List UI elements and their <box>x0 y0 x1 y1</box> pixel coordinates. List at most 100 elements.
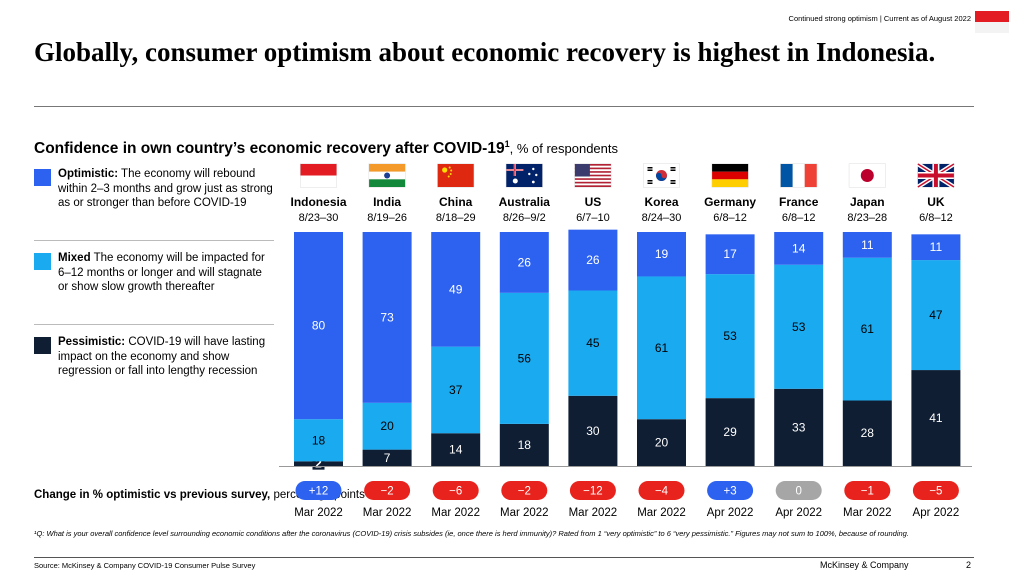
change-pill <box>707 481 754 500</box>
previous-survey-label: Mar 2022 <box>569 507 618 519</box>
data-label-mixed: 53 <box>792 320 806 334</box>
data-label-pessimistic: 20 <box>655 436 669 450</box>
legend-desc: COVID-19 will have lasting impact on the… <box>58 336 266 377</box>
legend-key: Pessimistic: <box>58 336 126 348</box>
page-title: Globally, consumer optimism about econom… <box>34 37 936 67</box>
previous-survey-label: Mar 2022 <box>843 507 892 519</box>
change-value: +3 <box>724 486 737 498</box>
bar-segment-mixed <box>294 419 343 462</box>
data-label-mixed: 53 <box>723 329 737 343</box>
legend-text-optimistic: Optimistic: The economy will rebound wit… <box>58 167 273 211</box>
bar-segment-mixed <box>911 260 961 371</box>
data-label-optimistic: 26 <box>518 255 532 269</box>
data-label-optimistic: 19 <box>655 247 669 261</box>
title-divider <box>34 106 974 107</box>
australia-flag-icon <box>505 163 543 188</box>
legend-swatch-pessimistic <box>34 337 51 354</box>
page-number: 2 <box>966 560 972 570</box>
data-label-pessimistic: 33 <box>792 420 806 434</box>
us-flag-icon <box>574 163 612 188</box>
previous-survey-label: Mar 2022 <box>363 507 412 519</box>
data-label-pessimistic: 18 <box>518 438 532 452</box>
legend-divider <box>34 324 274 325</box>
bar-segment-optimistic <box>842 232 892 258</box>
bar-segment-optimistic <box>911 234 961 261</box>
survey-date-label: 6/8–12 <box>713 212 747 224</box>
change-pill <box>364 481 411 500</box>
data-label-optimistic: 49 <box>449 282 463 296</box>
data-label-mixed: 18 <box>312 433 326 447</box>
x-axis-line <box>279 466 972 467</box>
survey-date-label: 8/23–28 <box>847 212 887 224</box>
change-pill <box>501 481 548 500</box>
survey-date-label: 8/19–26 <box>367 212 407 224</box>
korea-flag-icon <box>643 163 680 188</box>
bar-segment-mixed <box>499 292 549 424</box>
data-label-mixed: 37 <box>449 383 463 397</box>
category-label: US <box>585 195 602 209</box>
survey-date-label: 6/8–12 <box>782 212 816 224</box>
legend-mixed: Mixed The economy will be impacted for 6… <box>34 251 274 313</box>
category-label: Australia <box>499 195 551 209</box>
previous-survey-label: Apr 2022 <box>775 507 822 519</box>
category-label: Korea <box>644 195 678 209</box>
legend-text-pessimistic: Pessimistic: COVID-19 will have lasting … <box>58 335 273 379</box>
survey-date-label: 8/24–30 <box>642 212 682 224</box>
subtitle-unit: , % of respondents <box>509 141 618 157</box>
data-label-optimistic: 17 <box>723 247 737 261</box>
data-label-mixed: 47 <box>929 308 943 322</box>
survey-date-label: 8/23–30 <box>299 212 339 224</box>
data-label-optimistic: 80 <box>312 319 326 333</box>
bar-segment-pessimistic <box>842 400 892 466</box>
subtitle-main: Confidence in own country’s economic rec… <box>34 140 505 158</box>
survey-date-label: 8/18–29 <box>436 212 476 224</box>
bar-segment-optimistic <box>431 232 481 347</box>
data-label-pessimistic: 14 <box>449 443 463 457</box>
data-label-pessimistic: 30 <box>586 424 600 438</box>
change-value: −4 <box>655 486 669 498</box>
data-label-optimistic: 73 <box>380 310 394 324</box>
change-value: −6 <box>449 486 462 498</box>
indonesia-flag-icon <box>300 163 337 188</box>
footer-divider <box>34 557 974 558</box>
data-label-pessimistic: 28 <box>861 426 875 440</box>
india-flag-icon <box>368 163 406 188</box>
previous-survey-label: Mar 2022 <box>500 507 549 519</box>
bar-segment-pessimistic <box>637 419 686 466</box>
bar-segment-optimistic <box>294 232 343 420</box>
france-flag-icon <box>780 163 818 188</box>
category-label: UK <box>927 195 945 209</box>
data-label-pessimistic: 7 <box>384 451 391 465</box>
chart-subtitle: Confidence in own country’s economic rec… <box>34 139 618 158</box>
data-label-optimistic: 11 <box>930 240 943 254</box>
change-value: −12 <box>583 486 603 498</box>
data-label-mixed: 45 <box>586 336 600 350</box>
change-label-bold: Change in % optimistic vs previous surve… <box>34 489 271 501</box>
china-flag-icon <box>437 163 475 188</box>
change-pill <box>912 481 959 500</box>
legend-desc: The economy will rebound within 2–3 mont… <box>58 168 273 209</box>
legend-optimistic: Optimistic: The economy will rebound wit… <box>34 167 274 229</box>
data-label-pessimistic: 2 <box>315 457 322 471</box>
germany-flag-icon <box>711 163 749 188</box>
bar-segment-optimistic <box>637 232 686 277</box>
legend-swatch-optimistic <box>34 169 51 186</box>
bar-segment-pessimistic <box>705 398 755 466</box>
change-value: −2 <box>381 486 394 498</box>
change-value: +12 <box>309 486 329 498</box>
data-label-optimistic: 11 <box>861 238 874 252</box>
data-label-optimistic: 14 <box>792 241 806 255</box>
legend-key: Optimistic: <box>58 168 119 180</box>
category-label: India <box>373 195 401 209</box>
change-pill <box>295 481 342 500</box>
bar-segment-pessimistic <box>911 370 961 466</box>
category-label: China <box>439 195 473 209</box>
previous-survey-label: Mar 2022 <box>294 507 343 519</box>
uk-flag-icon <box>916 162 956 189</box>
bar-segment-pessimistic <box>774 388 824 466</box>
bar-segment-pessimistic <box>431 433 481 466</box>
survey-date-label: 8/26–9/2 <box>503 212 546 224</box>
bar-segment-pessimistic <box>568 395 618 466</box>
footnote: ¹Q: What is your overall confidence leve… <box>34 529 964 539</box>
